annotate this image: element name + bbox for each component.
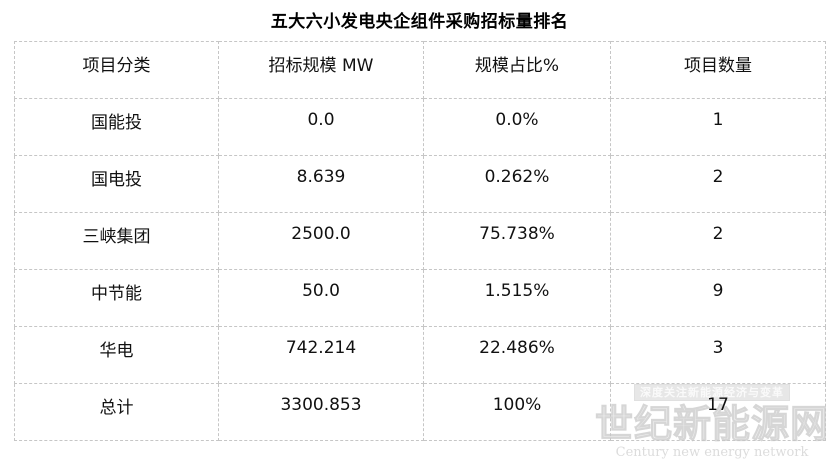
table-cell: 22.486% [423, 326, 611, 384]
table-body: 国能投 0.0 0.0% 1 国电投 8.639 0.262% 2 三峡集团 2500.0 75.7… [14, 98, 826, 441]
column-header: 规模占比% [423, 41, 611, 99]
column-header: 项目数量 [610, 41, 826, 99]
table-cell: 国电投 [14, 155, 219, 213]
table-cell: 50.0 [218, 269, 424, 327]
procurement-ranking-table: 项目分类 招标规模 MW 规模占比% 项目数量 国能投 0.0 0.0% 1 国电投 8.639… [14, 41, 826, 441]
table-cell: 2500.0 [218, 212, 424, 270]
table-cell: 华电 [14, 326, 219, 384]
column-header: 招标规模 MW [218, 41, 424, 99]
table-row: 国能投 0.0 0.0% 1 [14, 98, 826, 156]
table-cell: 0.262% [423, 155, 611, 213]
table-cell: 100% [423, 383, 611, 441]
table-cell: 17 [610, 383, 826, 441]
table-row: 三峡集团 2500.0 75.738% 2 [14, 212, 826, 270]
table-header: 项目分类 招标规模 MW 规模占比% 项目数量 [14, 41, 826, 99]
header-row: 项目分类 招标规模 MW 规模占比% 项目数量 [14, 41, 826, 99]
watermark-subtitle: Century new energy network [615, 445, 809, 460]
table-cell: 8.639 [218, 155, 424, 213]
table-cell: 国能投 [14, 98, 219, 156]
table-cell: 2 [610, 212, 826, 270]
page-title: 五大六小发电央企组件采购招标量排名 [270, 12, 569, 32]
table-row: 国电投 8.639 0.262% 2 [14, 155, 826, 213]
table-cell: 75.738% [423, 212, 611, 270]
table-cell: 3300.853 [218, 383, 424, 441]
table-cell: 9 [610, 269, 826, 327]
table-cell: 742.214 [218, 326, 424, 384]
table-row: 中节能 50.0 1.515% 9 [14, 269, 826, 327]
table-cell: 1 [610, 98, 826, 156]
table-row: 华电 742.214 22.486% 3 [14, 326, 826, 384]
table-cell: 0.0 [218, 98, 424, 156]
table-cell: 2 [610, 155, 826, 213]
table-cell: 三峡集团 [14, 212, 219, 270]
table-cell: 0.0% [423, 98, 611, 156]
table-cell: 3 [610, 326, 826, 384]
table-cell: 1.515% [423, 269, 611, 327]
table-cell: 总计 [14, 383, 219, 441]
column-header: 项目分类 [14, 41, 219, 99]
table-cell: 中节能 [14, 269, 219, 327]
table-row: 总计 3300.853 100% 17 [14, 383, 826, 441]
